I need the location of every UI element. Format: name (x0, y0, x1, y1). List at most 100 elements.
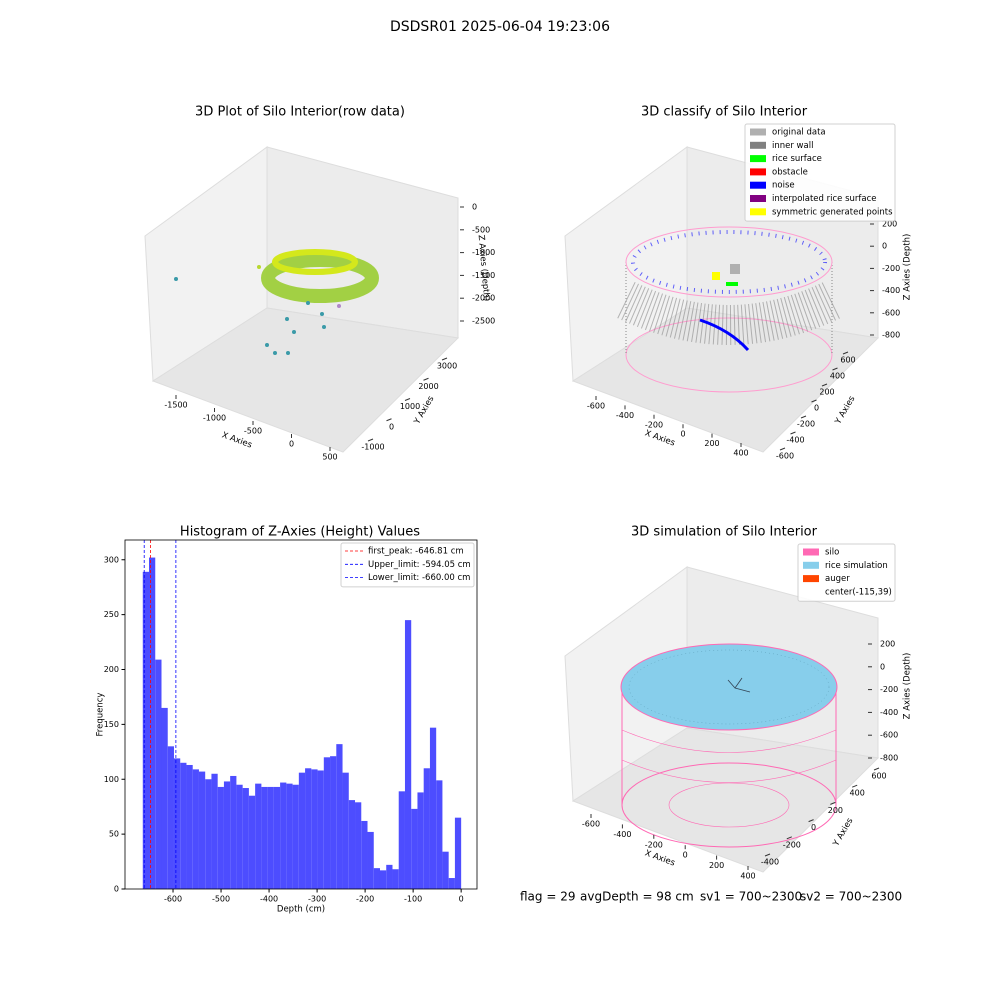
legend-swatch (803, 575, 819, 583)
x-axis-label: Depth (cm) (277, 905, 325, 915)
z-tick-label: -2000 (472, 294, 495, 303)
bar (255, 783, 262, 889)
bar (367, 831, 374, 889)
y-tick (764, 853, 771, 857)
bar (317, 770, 324, 889)
x-tick-label: 500 (322, 453, 337, 462)
z-tick-label: -1000 (472, 248, 495, 257)
y-tick-label: -400 (786, 436, 804, 445)
x-tick-label: 0 (459, 895, 464, 904)
bar (404, 620, 412, 889)
outlier-points (174, 265, 341, 355)
bar (330, 756, 337, 889)
bar (436, 780, 443, 889)
bar (142, 571, 150, 889)
y-tick (779, 447, 786, 451)
y-tick (852, 784, 858, 788)
legend-label: Upper_limit: -594.05 cm (368, 560, 471, 570)
y-tick-label: 300 (104, 555, 119, 564)
y-tick-label: 600 (840, 356, 855, 365)
chart-title: 3D classify of Silo Interior (641, 105, 808, 120)
z-tick-label: 0 (472, 203, 477, 212)
legend-box (797, 543, 896, 602)
bar (355, 802, 362, 889)
x-tick-label: -1500 (164, 401, 187, 410)
z-tick-label: -800 (880, 754, 898, 763)
z-tick-label: -500 (472, 225, 490, 234)
y-tick-label: 3000 (437, 362, 457, 371)
y-tick-label: 0 (811, 823, 816, 832)
legend-label: silo (825, 548, 839, 558)
y-tick (386, 418, 392, 422)
x-tick-label: 0 (289, 440, 294, 449)
bar (248, 795, 256, 889)
y-tick (423, 377, 429, 381)
z-tick-label: -600 (882, 308, 900, 317)
bar (417, 792, 424, 889)
y-tick-label: -200 (783, 840, 801, 849)
legend-label: Lower_limit: -660.00 cm (368, 573, 470, 583)
bar (298, 772, 306, 889)
bar (267, 786, 274, 889)
z-tick-label: 0 (880, 662, 885, 671)
y-tick (830, 801, 836, 805)
legend-swatch (750, 141, 766, 149)
x-tick-label: -500 (244, 427, 262, 436)
bar (192, 769, 199, 889)
bar (423, 768, 430, 889)
x-tick-label: -200 (645, 420, 663, 429)
y-tick (811, 399, 817, 403)
bar (292, 784, 299, 889)
y-tick-label: 600 (871, 772, 886, 781)
y-tick-label: 0 (389, 422, 394, 431)
y-tick-label: 250 (104, 610, 119, 619)
bar (323, 757, 331, 889)
x-tick-label: -300 (308, 895, 326, 904)
legend-label: auger (825, 574, 850, 584)
x-tick-label: 400 (740, 872, 755, 881)
z-tick-label: -400 (880, 708, 898, 717)
z-tick-label: -200 (880, 685, 898, 694)
bar (336, 744, 343, 889)
bar (386, 864, 393, 889)
z-tick-label: -200 (882, 264, 900, 273)
legend-label: inner wall (772, 141, 813, 151)
bar (173, 758, 181, 889)
y-tick-label: 150 (104, 720, 119, 729)
x-tick-label: 0 (680, 430, 685, 439)
bar (311, 769, 318, 889)
bar (442, 851, 449, 889)
legend-label: symmetric generated points (772, 207, 893, 217)
y-tick (832, 367, 838, 371)
y-tick-label: -400 (761, 858, 779, 867)
y-tick-label: 100 (104, 775, 119, 784)
z-tick-label: 200 (882, 220, 897, 229)
bar (286, 783, 293, 889)
status-text: flag = 29 (520, 890, 575, 904)
bar (261, 786, 268, 889)
x-tick-label: -400 (260, 895, 278, 904)
z-tick-label: -600 (880, 731, 898, 740)
legend-label: rice simulation (825, 561, 888, 571)
legend-label: noise (772, 181, 795, 191)
y-tick (842, 351, 849, 355)
y-tick (786, 836, 792, 840)
bar (242, 788, 249, 889)
bar (429, 727, 437, 889)
y-tick-label: 200 (104, 665, 119, 674)
axes-frame (124, 539, 478, 890)
bar (155, 659, 162, 889)
bar (167, 746, 174, 889)
z-axis-label: Z Axies (Depth) (903, 653, 913, 720)
bar (217, 786, 224, 889)
legend-swatch (750, 208, 766, 216)
legend-swatch (803, 548, 819, 556)
z-axis-label: Z Axies (Depth) (903, 234, 913, 301)
x-tick-label: -100 (404, 895, 422, 904)
status-text: avgDepth = 98 cm (580, 890, 694, 904)
legend-swatch (750, 195, 766, 202)
3d-glyphs (174, 226, 841, 848)
point-cloud (272, 249, 358, 275)
x-tick-label: -600 (164, 895, 182, 904)
